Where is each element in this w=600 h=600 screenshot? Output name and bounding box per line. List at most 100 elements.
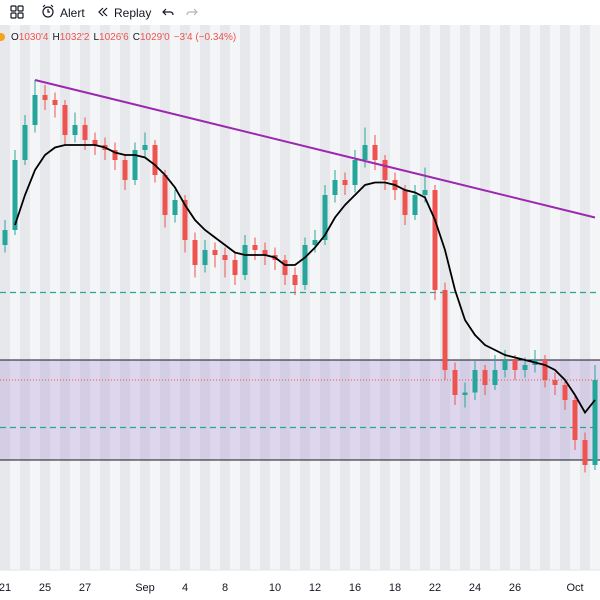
legend-value: 1032'2 — [59, 32, 90, 43]
candle-body — [2, 230, 8, 245]
candle-body — [362, 145, 368, 160]
session-stripe — [120, 25, 130, 570]
x-tick-label: 12 — [309, 582, 321, 594]
trendline — [34, 79, 596, 219]
x-axis — [0, 570, 600, 600]
x-tick-label: 18 — [389, 582, 401, 594]
candle-body — [302, 245, 308, 285]
x-tick-label: 24 — [469, 582, 481, 594]
session-stripe — [220, 25, 230, 570]
candle-body — [572, 400, 578, 440]
candle-body — [402, 190, 408, 215]
candle-body — [62, 105, 68, 135]
session-stripe — [560, 25, 570, 570]
session-stripe — [420, 25, 430, 570]
candle-body — [592, 380, 598, 465]
candle-body — [142, 145, 148, 150]
legend-label: O — [11, 32, 19, 43]
session-stripe — [320, 25, 330, 570]
x-tick-label: 8 — [222, 582, 228, 594]
x-tick-label: 16 — [349, 582, 361, 594]
session-stripe — [360, 25, 370, 570]
candle-body — [512, 360, 518, 370]
candle-body — [232, 260, 238, 275]
session-stripe — [480, 25, 490, 570]
candle-body — [382, 160, 388, 180]
candle-body — [192, 240, 198, 265]
candle-body — [212, 250, 218, 255]
candle-body — [72, 125, 78, 135]
candle-body — [552, 380, 558, 385]
session-stripe — [400, 25, 410, 570]
moving-average — [14, 144, 596, 415]
candle-body — [332, 180, 338, 195]
session-stripe — [520, 25, 530, 570]
session-stripe — [60, 25, 70, 570]
session-stripe — [280, 25, 290, 570]
candle-body — [562, 385, 568, 400]
x-tick-label: 27 — [79, 582, 91, 594]
candle-body — [582, 440, 588, 465]
session-stripe — [540, 25, 550, 570]
session-stripe — [20, 25, 30, 570]
candle-body — [222, 255, 228, 260]
legend-value: 1030'4 — [18, 32, 49, 43]
replay-button[interactable]: Replay — [114, 6, 152, 20]
alert-button[interactable]: Alert — [60, 6, 85, 20]
x-tick-label: 26 — [509, 582, 521, 594]
session-stripe — [100, 25, 110, 570]
candle-body — [22, 125, 28, 160]
candle-body — [372, 145, 378, 160]
candle-body — [292, 275, 298, 285]
session-stripe — [240, 25, 250, 570]
session-stripe — [140, 25, 150, 570]
symbol-icon — [0, 33, 5, 42]
candle-body — [152, 145, 158, 175]
candle-body — [422, 190, 428, 195]
candle-body — [92, 140, 98, 145]
candle-body — [312, 240, 318, 245]
candle-body — [172, 200, 178, 215]
candle-body — [412, 195, 418, 215]
candle-body — [202, 250, 208, 265]
candle-body — [82, 125, 88, 140]
candle-body — [32, 95, 38, 125]
x-tick-label: Sep — [135, 582, 155, 594]
x-tick-label: 25 — [39, 582, 51, 594]
candle-body — [252, 245, 258, 250]
x-tick-label: 22 — [429, 582, 441, 594]
session-stripe — [260, 25, 270, 570]
candle-body — [472, 370, 478, 393]
session-stripe — [180, 25, 190, 570]
candle-body — [122, 160, 128, 180]
x-tick-label: 10 — [269, 582, 281, 594]
candle-body — [442, 290, 448, 370]
toolbar: Alert Replay — [0, 0, 600, 26]
candle-body — [462, 392, 468, 395]
legend-label: L — [93, 32, 100, 43]
legend-value: 1029'0 — [139, 32, 170, 43]
session-stripe — [40, 25, 50, 570]
candle-body — [242, 245, 248, 275]
candle-body — [522, 365, 528, 370]
toolbar-icons — [10, 4, 198, 19]
candle-body — [182, 200, 188, 240]
chart: 21 25 27 Sep 4 8 10 12 16 18 22 24 26 Oct — [0, 25, 600, 600]
candle-body — [352, 160, 358, 185]
legend-value: 1026'6 — [99, 32, 129, 43]
x-tick-label: Oct — [566, 582, 583, 594]
candle-body — [542, 360, 548, 380]
session-stripe — [0, 25, 10, 570]
candle-body — [432, 190, 438, 290]
legend-change: −3'4 (−0.34%) — [173, 32, 237, 43]
session-stripe — [200, 25, 210, 570]
candle-body — [482, 370, 488, 385]
session-stripe — [500, 25, 510, 570]
legend-label: H — [52, 32, 60, 43]
ohlc-legend: O1030'4 H1032'2 L1026'6 C1029'0 −3'4 (−0.34%… — [0, 32, 240, 43]
session-stripe — [580, 25, 590, 570]
session-stripe — [380, 25, 390, 570]
candle-body — [162, 175, 168, 215]
session-stripe — [80, 25, 90, 570]
